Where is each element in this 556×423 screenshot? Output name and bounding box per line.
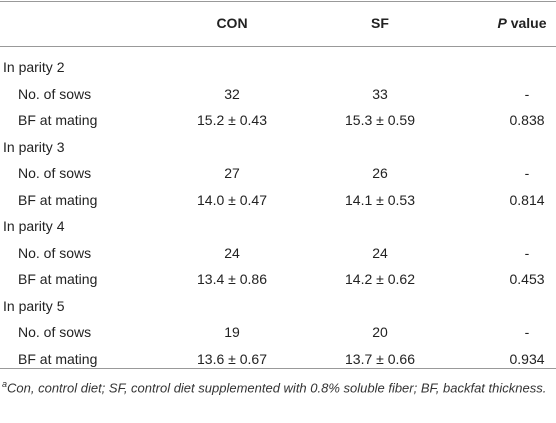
- row-label: BF at mating: [18, 350, 98, 367]
- sf-cell: 14.2 ± 0.62: [345, 271, 415, 287]
- p-cell: -: [524, 85, 530, 102]
- row-label: No. of sows: [18, 85, 92, 102]
- row-label: BF at mating: [18, 112, 98, 128]
- con-cell: 24: [224, 244, 240, 261]
- sf-cell: 26: [372, 165, 388, 181]
- con-cell: 13.4 ± 0.86: [197, 271, 267, 287]
- header-sf: SF: [371, 15, 389, 31]
- p-cell: 0.934: [509, 350, 545, 367]
- sf-cell: 33: [372, 85, 388, 102]
- sf-cell: 13.7 ± 0.66: [345, 350, 415, 367]
- group-label: In parity 4: [3, 218, 65, 234]
- p-cell: 0.453: [509, 271, 545, 287]
- header-con: CON: [216, 15, 248, 31]
- header-p: P: [497, 15, 507, 31]
- sf-cell: 20: [372, 324, 388, 340]
- con-cell: 15.2 ± 0.43: [197, 112, 267, 128]
- sf-cell: 15.3 ± 0.59: [345, 112, 415, 128]
- con-cell: 14.0 ± 0.47: [197, 191, 267, 208]
- row-label: No. of sows: [18, 165, 92, 181]
- group-label: In parity 5: [3, 297, 65, 314]
- p-cell: 0.814: [509, 191, 545, 208]
- footnote: aCon, control diet; SF, control diet sup…: [2, 374, 552, 398]
- header-rule: [0, 46, 556, 47]
- header-p-value: P value: [497, 14, 546, 32]
- group-label: In parity 2: [3, 59, 65, 75]
- con-cell: 32: [224, 85, 240, 102]
- row-label: No. of sows: [18, 244, 92, 261]
- footnote-mark: a: [2, 379, 8, 389]
- row-label: BF at mating: [18, 271, 98, 287]
- p-cell: -: [524, 324, 530, 340]
- header-value: value: [506, 15, 547, 31]
- p-cell: 0.838: [509, 112, 545, 128]
- row-label: No. of sows: [18, 324, 92, 340]
- con-cell: 13.6 ± 0.67: [197, 350, 267, 367]
- con-cell: 27: [224, 165, 240, 181]
- group-label: In parity 3: [3, 138, 65, 155]
- sf-cell: 14.1 ± 0.53: [345, 191, 415, 208]
- p-cell: -: [524, 165, 530, 181]
- top-rule: [0, 1, 556, 2]
- con-cell: 19: [224, 324, 240, 340]
- bottom-rule: [0, 368, 556, 369]
- footnote-text: Con, control diet; SF, control diet supp…: [7, 380, 547, 396]
- row-label: BF at mating: [18, 191, 98, 208]
- p-cell: -: [524, 244, 530, 261]
- sf-cell: 24: [372, 244, 388, 261]
